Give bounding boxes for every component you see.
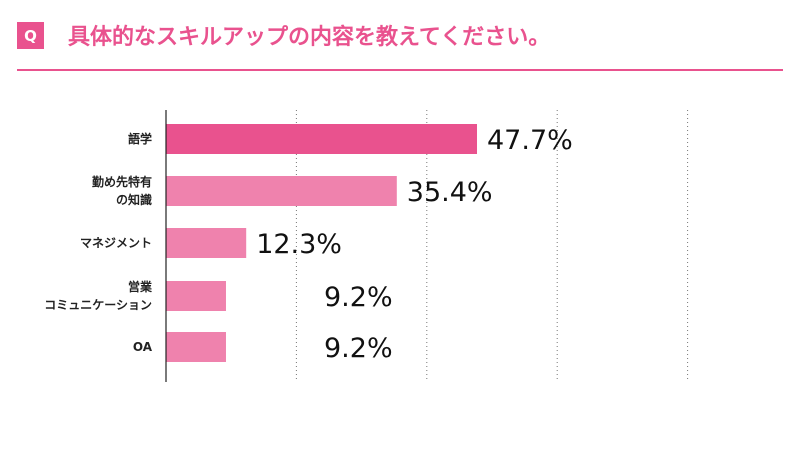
- bar: [166, 228, 247, 258]
- value-label: 12.3%: [256, 229, 342, 260]
- title-underline: [17, 69, 783, 71]
- question-badge: Q: [17, 22, 44, 49]
- value-label: 9.2%: [324, 333, 393, 364]
- value-label: 9.2%: [324, 282, 393, 313]
- category-label: 語学: [128, 131, 152, 146]
- value-label: 47.7%: [487, 125, 573, 156]
- bar: [166, 124, 478, 154]
- category-label: 勤め先特有の知識: [92, 174, 152, 207]
- category-label: マネジメント: [80, 236, 152, 250]
- category-label: 営業コミュニケーション: [44, 279, 153, 312]
- bar: [166, 332, 226, 362]
- value-label: 35.4%: [407, 177, 493, 208]
- page-title: 具体的なスキルアップの内容を教えてください。: [68, 25, 551, 50]
- bar: [166, 176, 397, 206]
- bar: [166, 281, 226, 311]
- category-label: OA: [133, 340, 153, 354]
